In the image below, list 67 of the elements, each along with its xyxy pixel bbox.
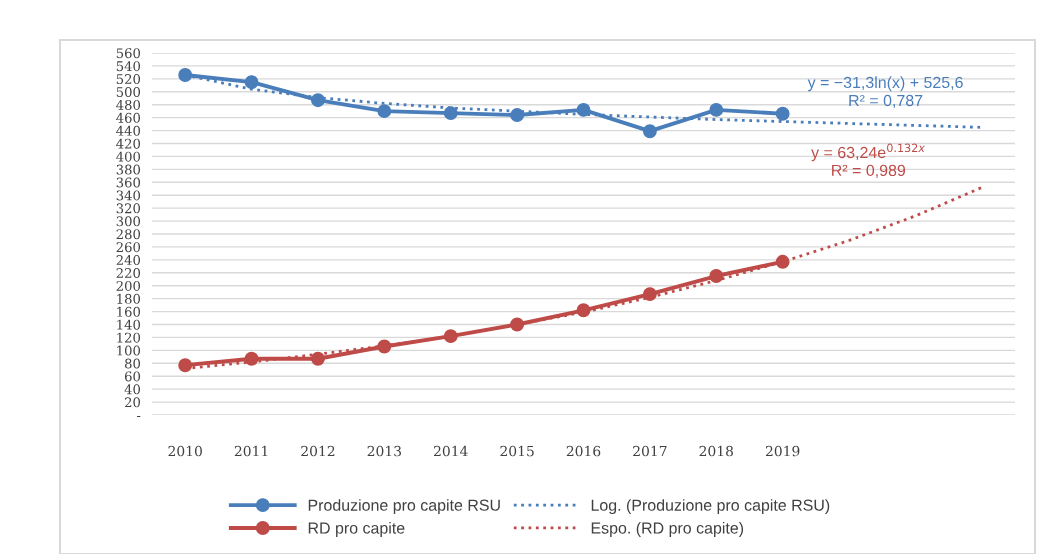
y-tick-label: 300 — [116, 216, 141, 227]
y-tick-label: 340 — [116, 190, 141, 201]
y-tick-label: 400 — [116, 151, 141, 162]
y-tick-label: 60 — [124, 371, 141, 382]
y-tick-label: 440 — [116, 125, 141, 136]
y-tick-label: 220 — [116, 268, 141, 278]
point — [311, 351, 325, 366]
y-tick-label: 360 — [116, 177, 141, 188]
point — [642, 287, 657, 302]
y-tick-label: 500 — [116, 87, 141, 97]
y-tick-label: 520 — [116, 74, 141, 85]
y-tick-label: 260 — [116, 242, 141, 253]
annotation: R² = 0,989 — [832, 164, 906, 178]
point — [709, 269, 724, 283]
annotation: y = 63,24e$^{0.132x}$ — [811, 143, 926, 162]
y-tick-label: 240 — [116, 255, 141, 266]
y-tick-label: 180 — [117, 293, 141, 304]
y-tick-label: 140 — [117, 319, 141, 330]
point — [576, 303, 591, 318]
point — [775, 106, 790, 121]
x-tick-label: 2012 — [301, 445, 335, 457]
x-tick-label: 2019 — [765, 445, 800, 457]
x-tick-label: 2016 — [566, 445, 601, 457]
point — [775, 254, 790, 269]
annotation: R² = 0,787 — [849, 94, 923, 109]
point — [642, 124, 657, 139]
legend-label: Produzione pro capite RSU — [308, 499, 500, 515]
point — [178, 358, 193, 373]
point — [244, 75, 259, 90]
point — [576, 102, 591, 117]
legend-label: RD pro capite — [308, 522, 405, 537]
y-tick-label: 40 — [124, 384, 141, 395]
x-tick-label: 2013 — [367, 445, 401, 457]
y-tick-label: 460 — [116, 112, 141, 123]
y-tick-label: 80 — [124, 358, 141, 369]
point — [443, 329, 458, 344]
x-tick-label: 2015 — [500, 445, 534, 457]
point — [510, 108, 525, 123]
point — [377, 339, 392, 354]
y-tick-label: 20 — [124, 397, 141, 408]
y-tick-label: 280 — [116, 229, 141, 240]
y-tick-label: 120 — [117, 332, 141, 343]
y-tick-label: 480 — [116, 99, 141, 110]
y-tick-label: 560 — [116, 48, 141, 59]
x-tick-label: 2011 — [234, 445, 268, 457]
point — [178, 68, 193, 82]
y-tick-label: 160 — [117, 306, 141, 317]
legend-label: Espo. (RD pro capite) — [591, 522, 744, 537]
x-tick-label: 2018 — [699, 445, 734, 457]
annotation: y = −31,3ln(x) + 525,6 — [807, 76, 963, 92]
y-tick-label: 380 — [116, 164, 141, 175]
y-tick-label: 320 — [116, 203, 141, 214]
point — [510, 317, 525, 332]
point — [377, 104, 392, 119]
y-tick-label: - — [137, 415, 141, 417]
y-tick-label: 100 — [117, 345, 141, 356]
point — [311, 93, 325, 108]
y-tick-label: 200 — [116, 280, 141, 291]
y-tick-label: 540 — [116, 61, 141, 72]
x-tick-label: 2014 — [434, 445, 468, 457]
x-tick-label: 2010 — [168, 445, 202, 457]
legend-label: Log. (Produzione pro capite RSU) — [591, 499, 830, 515]
point — [443, 106, 458, 121]
point — [709, 102, 724, 117]
point — [244, 351, 259, 366]
y-tick-label: 420 — [116, 138, 141, 149]
x-tick-label: 2017 — [633, 445, 667, 457]
